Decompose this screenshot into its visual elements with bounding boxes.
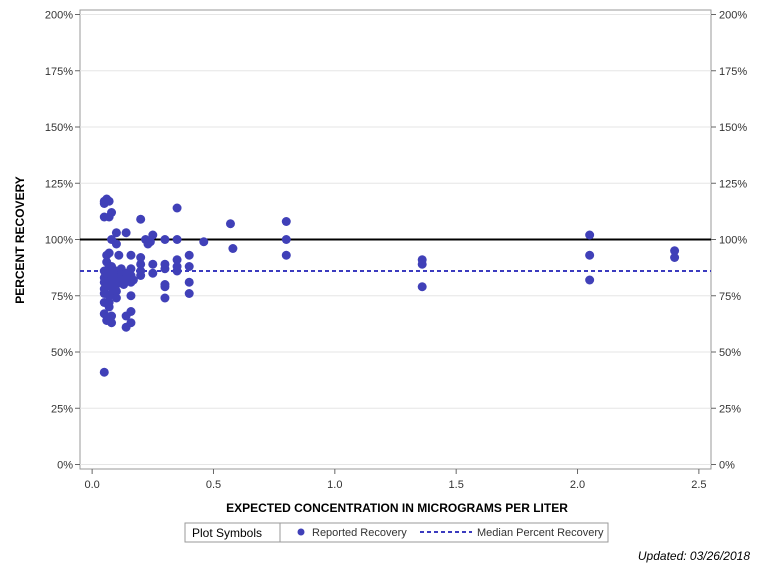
y-tick-label-right: 0%: [719, 460, 735, 472]
data-point: [585, 230, 595, 240]
x-tick-label: 2.0: [570, 479, 585, 491]
data-point: [126, 264, 136, 274]
data-point: [417, 282, 427, 292]
y-tick-label-right: 150%: [719, 122, 747, 134]
x-axis-title: EXPECTED CONCENTRATION IN MICROGRAMS PER…: [226, 501, 568, 515]
x-tick-label: 2.5: [691, 479, 706, 491]
data-point: [148, 259, 158, 269]
data-point: [160, 235, 170, 244]
data-point: [184, 289, 194, 298]
data-point: [107, 318, 117, 328]
data-point: [99, 367, 109, 377]
data-point: [225, 219, 235, 229]
data-point: [114, 250, 124, 260]
legend: Plot Symbols Reported Recovery Median Pe…: [184, 522, 609, 543]
x-axis: 0.0 0.5 1.0 1.5 2.0 2.5: [84, 469, 707, 491]
y-tick-label-right: 75%: [719, 291, 741, 303]
gridlines: [80, 14, 711, 465]
y-tick-label-left: 50%: [51, 347, 73, 359]
legend-label-median: Median Percent Recovery: [477, 527, 604, 539]
y-tick-label-right: 25%: [719, 403, 741, 415]
data-point: [160, 293, 170, 303]
y-tick-label-left: 125%: [45, 178, 73, 190]
data-point: [670, 253, 680, 262]
data-point: [111, 286, 121, 296]
data-point: [417, 259, 427, 269]
y-tick-label-left: 150%: [45, 122, 73, 134]
y-tick-label-left: 75%: [51, 291, 73, 303]
data-point: [670, 246, 680, 256]
data-point: [121, 228, 131, 238]
data-point: [172, 203, 182, 213]
y-tick-label-right: 50%: [719, 347, 741, 359]
data-point: [228, 244, 238, 253]
data-point: [585, 250, 595, 260]
legend-title: Plot Symbols: [192, 526, 262, 540]
y-tick-label-right: 100%: [719, 235, 747, 247]
x-tick-label: 1.5: [449, 479, 464, 491]
legend-box: [184, 522, 609, 543]
data-point: [119, 280, 129, 289]
data-point: [126, 318, 136, 328]
data-point: [172, 235, 182, 244]
data-point: [148, 230, 158, 240]
data-point: [281, 235, 291, 244]
data-point: [184, 250, 194, 260]
data-point: [136, 259, 146, 269]
x-tick-label: 0.5: [206, 479, 221, 491]
data-point: [126, 307, 136, 316]
data-point: [136, 271, 146, 280]
data-point: [184, 277, 194, 287]
data-point: [145, 237, 155, 247]
y-axis-title: PERCENT RECOVERY: [13, 176, 27, 304]
data-point: [126, 250, 136, 260]
data-point: [128, 275, 138, 285]
y-tick-label-right: 200%: [719, 10, 747, 22]
y-tick-label-left: 175%: [45, 66, 73, 78]
data-point: [99, 309, 109, 319]
y-tick-label-left: 25%: [51, 403, 73, 415]
data-point: [148, 268, 158, 278]
data-point: [111, 293, 121, 303]
data-point: [172, 266, 182, 276]
data-point: [199, 237, 209, 247]
updated-date: Updated: 03/26/2018: [638, 549, 750, 563]
data-point: [172, 255, 182, 265]
data-point: [99, 212, 109, 222]
data-point: [104, 302, 114, 312]
data-point: [136, 253, 146, 262]
data-point: [585, 275, 595, 285]
y-tick-label-right: 125%: [719, 178, 747, 190]
data-point: [160, 282, 170, 292]
data-point: [281, 250, 291, 260]
data-point: [107, 311, 117, 321]
y-axis-left: 0% 25% 50% 75% 100% 125% 150% 175% 200%: [45, 10, 80, 472]
data-point: [160, 264, 170, 274]
data-point: [136, 214, 146, 224]
data-point: [281, 217, 291, 226]
x-tick-label: 0.0: [84, 479, 99, 491]
legend-marker-reported-recovery: [297, 528, 305, 536]
data-point: [104, 196, 114, 206]
data-point: [111, 228, 121, 238]
data-point: [126, 291, 136, 301]
x-tick-label: 1.0: [327, 479, 342, 491]
data-points: [99, 194, 680, 377]
data-point: [104, 248, 114, 258]
y-axis-right: 0% 25% 50% 75% 100% 125% 150% 175% 200%: [711, 10, 747, 472]
y-tick-label-right: 175%: [719, 66, 747, 78]
y-tick-label-left: 100%: [45, 235, 73, 247]
y-tick-label-left: 0%: [57, 460, 73, 472]
data-point: [111, 239, 121, 249]
legend-label-reported-recovery: Reported Recovery: [312, 527, 407, 539]
data-point: [184, 262, 194, 271]
reference-lines: [80, 238, 711, 272]
y-tick-label-left: 200%: [45, 10, 73, 22]
